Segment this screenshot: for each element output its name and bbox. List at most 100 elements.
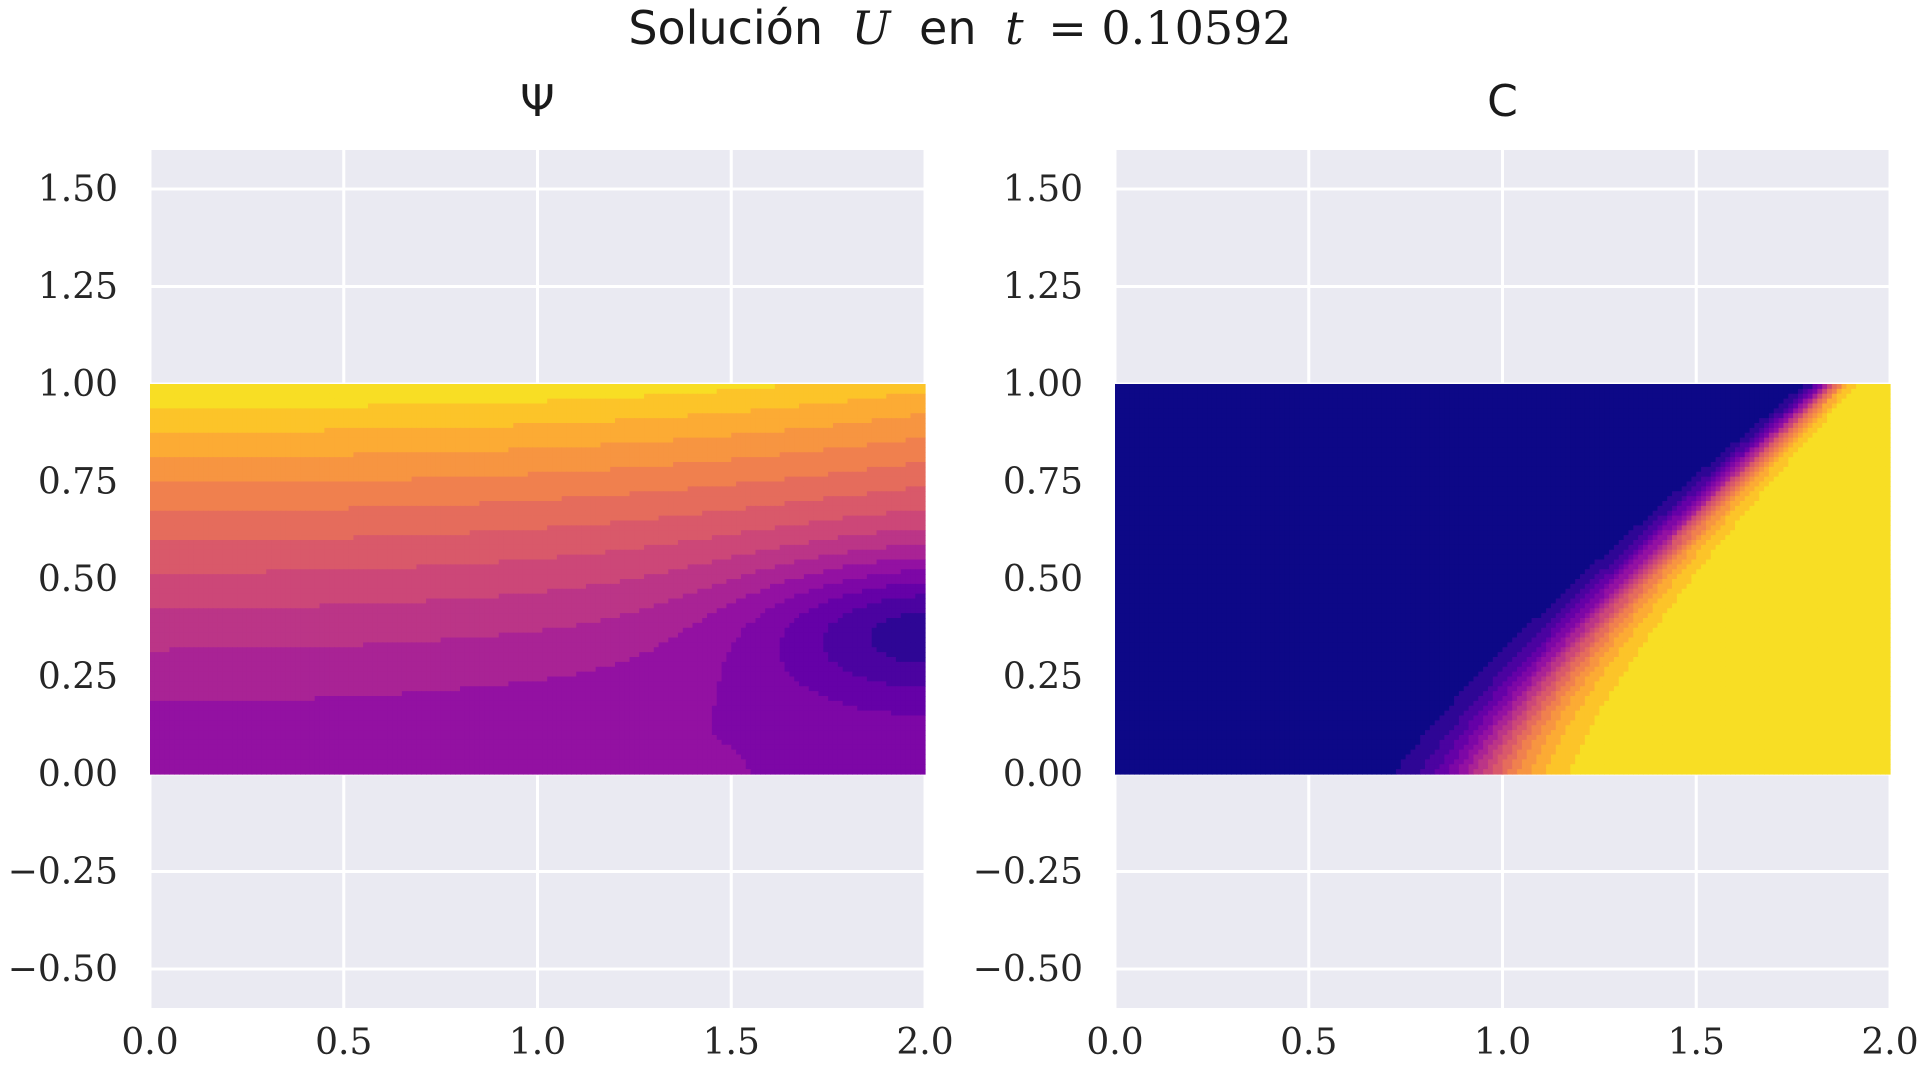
contour-cell [295,462,300,467]
contour-cell [310,418,315,423]
contour-cell [445,482,450,487]
contour-cell [504,521,509,526]
contour-cell [697,467,702,472]
contour-cell [538,399,543,404]
contour-cell [383,447,388,452]
contour-cell [252,496,257,501]
contour-cell [654,472,659,477]
contour-cell [368,506,373,511]
contour-cell [542,399,547,404]
contour-cell [242,418,247,423]
contour-cell [441,477,446,482]
contour-cell [484,433,489,438]
contour-cell [465,418,470,423]
contour-cell [295,423,300,428]
contour-cell [499,447,504,452]
contour-cell [499,418,504,423]
contour-cell [353,467,358,472]
contour-cell [712,384,717,389]
contour-cell [547,477,552,482]
contour-cell [518,433,523,438]
contour-cell [261,408,266,413]
contour-cell [310,408,315,413]
contour-cell [770,501,775,506]
contour-cell [320,413,325,418]
contour-cell [746,511,751,516]
contour-cell [290,472,295,477]
contour-cell [174,477,179,482]
contour-cell [300,506,305,511]
contour-cell [513,443,518,448]
contour-cell [751,413,756,418]
contour-cell [780,521,785,526]
contour-cell [412,462,417,467]
contour-cell [591,496,596,501]
contour-cell [823,418,828,423]
contour-cell [586,491,591,496]
contour-cell [407,452,412,457]
contour-cell [654,462,659,467]
contour-cell [843,496,848,501]
contour-cell [542,491,547,496]
contour-cell [649,506,654,511]
contour-cell [833,462,838,467]
contour-cell [300,394,305,399]
contour-cell [722,443,727,448]
contour-cell [857,404,862,409]
contour-cell [542,438,547,443]
contour-cell [150,438,155,443]
contour-cell [329,486,334,491]
contour-cell [290,462,295,467]
contour-cell [320,516,325,521]
contour-cell [843,428,848,433]
contour-cell [717,516,722,521]
contour-cell [353,477,358,482]
contour-cell [198,418,203,423]
contour-cell [504,525,509,530]
contour-cell [349,501,354,506]
contour-cell [542,428,547,433]
contour-cell [208,462,213,467]
contour-cell [538,438,543,443]
contour-cell [630,408,635,413]
contour-cell [702,467,707,472]
contour-cell [315,511,320,516]
contour-cell [494,413,499,418]
contour-cell [814,462,819,467]
contour-cell [513,399,518,404]
contour-cell [596,491,601,496]
contour-cell [683,433,688,438]
contour-cell [862,530,867,535]
contour-cell [213,535,218,540]
contour-cell [504,482,509,487]
contour-cell [300,491,305,496]
contour-cell [281,433,286,438]
contour-cell [165,482,170,487]
contour-cell [683,491,688,496]
contour-cell [383,457,388,462]
contour-cell [436,491,441,496]
contour-cell [872,472,877,477]
contour-cell [349,462,354,467]
contour-cell [605,462,610,467]
contour-cell [818,389,823,394]
contour-cell [518,457,523,462]
contour-cell [557,491,562,496]
contour-cell [518,496,523,501]
contour-cell [552,496,557,501]
contour-cell [334,477,339,482]
contour-cell [383,452,388,457]
contour-cell [421,516,426,521]
contour-cell [823,496,828,501]
contour-cell [659,511,664,516]
contour-cell [872,462,877,467]
contour-cell [228,404,233,409]
contour-cell [833,482,838,487]
contour-cell [431,457,436,462]
contour-cell [508,452,513,457]
contour-cell [426,418,431,423]
contour-cell [610,511,615,516]
contour-cell [169,462,174,467]
contour-cell [402,491,407,496]
contour-cell [475,452,480,457]
